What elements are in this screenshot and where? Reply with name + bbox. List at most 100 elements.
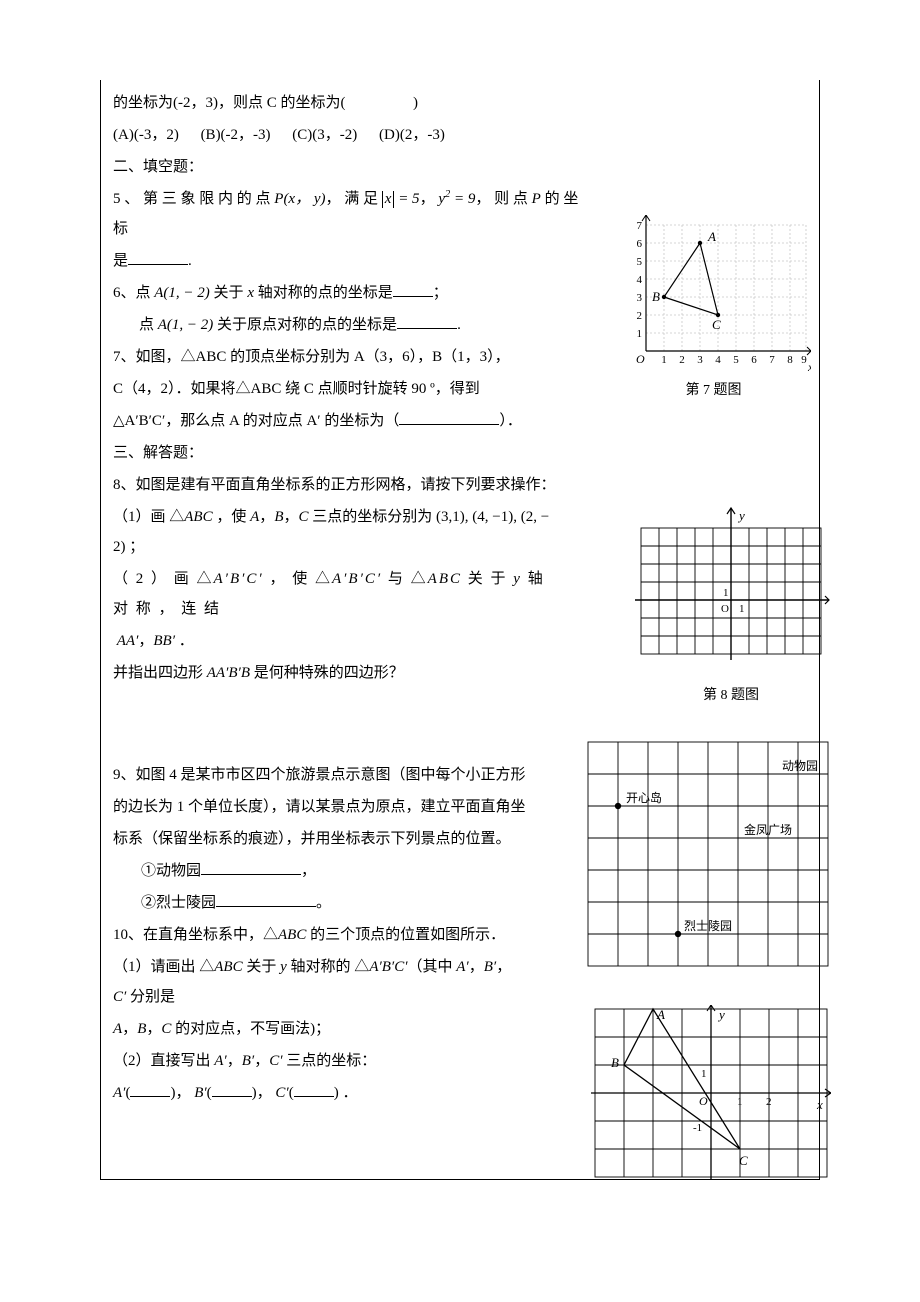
q10-c6: ，: [254, 1053, 269, 1069]
origin-label: O: [636, 352, 645, 366]
figure-10: A B C y x O 1 1 2 -1: [591, 1005, 831, 1180]
q6-x: x: [247, 285, 254, 301]
q7-line-1: 7、如图，△ABC 的顶点坐标分别为 A（3，6），B（1，3），: [113, 342, 563, 372]
q10-l2-mid3: （其中: [408, 959, 457, 975]
q5-l2-pre: 是: [113, 253, 128, 269]
q10-c4: ，: [146, 1021, 161, 1037]
q10-cc2: C′: [113, 989, 126, 1005]
q10-b3: B: [137, 1021, 146, 1037]
x2: 2: [766, 1096, 772, 1108]
q8-l2-pre: （1）画 △: [113, 509, 184, 525]
pt-A-label: A: [707, 229, 716, 244]
x-tick-2: 2: [679, 354, 685, 366]
q8-l3-mid3: 关 于: [462, 571, 513, 587]
x-tick-3: 3: [697, 354, 703, 366]
q7-line-2: C（4，2）．如果将△ABC 绕 C 点顺时针旋转 90 º，得到: [113, 374, 563, 404]
y-tick-1: 1: [637, 328, 643, 340]
q10-blank2[interactable]: [212, 1079, 252, 1097]
q5-eq2: = 9: [450, 191, 475, 207]
ym1: -1: [693, 1122, 702, 1134]
q8-aa: AA′: [117, 633, 139, 649]
q10-l1-end: 的三个顶点的位置如图所示．: [306, 927, 505, 943]
q7-l3-pre: △A′B′C′，那么点 A 的对应点 A′ 的坐标为（: [113, 413, 399, 429]
q9-blank2[interactable]: [216, 889, 316, 907]
q5-xy: (x， y): [283, 191, 325, 207]
q8-line-3: （ 2 ） 画 △A′B′C′ ， 使 △A′B′C′ 与 △ABC 关 于 y…: [113, 564, 553, 624]
q7-line-3: △A′B′C′，那么点 A 的对应点 A′ 的坐标为（）．: [113, 406, 563, 436]
y-tick-7: 7: [637, 220, 643, 232]
q10-cc4: C′: [269, 1053, 282, 1069]
figure-8-svg: y 1 1 O: [631, 500, 831, 680]
q8-l2-mid: ，使: [213, 509, 251, 525]
q5-l2-end: .: [188, 253, 192, 269]
q8-a: A: [250, 509, 259, 525]
q6-blank2[interactable]: [397, 311, 457, 329]
q8-c4: ，: [138, 633, 153, 649]
q5-blank[interactable]: [128, 247, 188, 265]
q10-blank3[interactable]: [294, 1079, 334, 1097]
one-y: 1: [723, 587, 729, 599]
origin-10: O: [699, 1094, 708, 1108]
q10-l4-pre: （2）直接写出: [113, 1053, 214, 1069]
q10-line-2: （1）请画出 △ABC 关于 y 轴对称的 △A′B′C′（其中 A′，B′，C…: [113, 952, 523, 1012]
q8-l4-end: ．: [175, 633, 194, 649]
q9-i2-pre: ②烈士陵园: [141, 895, 216, 911]
q10-c2: ，: [496, 959, 511, 975]
q10-a5: A′: [113, 1085, 125, 1101]
x-axis-label: x: [807, 360, 811, 374]
q10-abc1: ABC: [214, 959, 242, 975]
section-3-title: 三、解答题：: [113, 438, 807, 468]
figure-9-svg: 动物园 开心岛 金凤广场 烈士陵园: [586, 740, 831, 975]
q10-c5: ，: [227, 1053, 242, 1069]
figure-8-caption: 第 8 题图: [631, 684, 831, 704]
q5-tail: ， 则 点: [475, 191, 531, 207]
q8-l3-mid2: 与 △: [382, 571, 428, 587]
x1: 1: [737, 1096, 743, 1108]
q10-c5b: C′: [275, 1085, 288, 1101]
q10-y: y: [280, 959, 287, 975]
q9-i1-pre: ①动物园: [141, 863, 201, 879]
tomb-label: 烈士陵园: [684, 919, 732, 933]
q5-mid: ， 满 足: [326, 191, 382, 207]
q6-l1-mid: 关于: [210, 285, 248, 301]
x-tick-9: 9: [801, 354, 807, 366]
y-axis-label: y: [737, 508, 745, 523]
q5-l1-pre: 5 、 第 三 象 限 内 的 点: [113, 191, 274, 207]
y-tick-2: 2: [637, 310, 643, 322]
section-2-title: 二、填空题：: [113, 152, 807, 182]
q8-c2: ，: [283, 509, 298, 525]
y-tick-6: 6: [637, 238, 643, 250]
q4-opt-d: (D)(2，-3): [379, 120, 445, 150]
q4-paren-close: ): [413, 95, 418, 111]
q8-abc2: A′B′C′: [214, 571, 264, 587]
pt-B10: B: [611, 1055, 619, 1070]
q10-blank1[interactable]: [130, 1079, 170, 1097]
q7-blank[interactable]: [399, 407, 499, 425]
y-tick-5: 5: [637, 256, 643, 268]
q8-q: AA′B′B: [207, 665, 250, 681]
q8-c1: ，: [259, 509, 274, 525]
q9-line-2: 的边长为 1 个单位长度），请以某景点为原点，建立平面直角坐: [113, 792, 553, 822]
q10-a3: A: [113, 1021, 122, 1037]
origin-label-8: O: [721, 603, 729, 615]
one-x: 1: [739, 603, 745, 615]
q10-c1: ，: [469, 959, 484, 975]
pt-A10: A: [656, 1007, 665, 1022]
y-axis-10: y: [717, 1007, 725, 1022]
q8-l5-end: 是何种特殊的四边形？: [250, 665, 404, 681]
plaza-label: 金凤广场: [744, 822, 792, 837]
q10-b4: B′: [242, 1053, 254, 1069]
q6-l1-tail: 轴对称的点的坐标是: [254, 285, 393, 301]
q6-blank1[interactable]: [393, 279, 433, 297]
q10-cc3: C: [161, 1021, 171, 1037]
q6-l2-end: .: [457, 317, 461, 333]
q10-b5: B′: [194, 1085, 206, 1101]
q9-blank1[interactable]: [201, 857, 301, 875]
q10-l2-tail: 分别是: [126, 989, 175, 1005]
q10-l2-pre: （1）请画出 △: [113, 959, 214, 975]
pt-C10: C: [739, 1153, 748, 1168]
q9-line-3: 标系（保留坐标系的痕迹），并用坐标表示下列景点的位置。: [113, 824, 553, 854]
x-tick-8: 8: [787, 354, 793, 366]
q10-l1-pre: 10、在直角坐标系中，△: [113, 927, 278, 943]
q10-p2: )，: [170, 1085, 190, 1101]
